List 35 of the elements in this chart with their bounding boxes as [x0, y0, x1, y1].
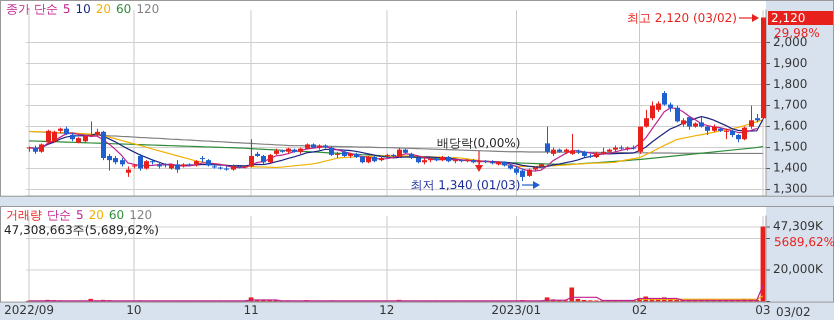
- legend-label: 120: [129, 208, 152, 222]
- x-tick-label: 03: [755, 302, 771, 317]
- y-tick-label: 1,700: [773, 98, 808, 112]
- text: 5: [76, 208, 84, 222]
- x-tick-label: 2023/01: [491, 302, 542, 317]
- text: 5: [62, 2, 70, 16]
- y-tick-label: 1,600: [773, 118, 808, 133]
- y-tick-label: 1,300: [773, 182, 808, 196]
- text: 2,120: [768, 10, 833, 25]
- y-tick-label: 20,000K: [773, 262, 824, 276]
- legend-title: 종가 단순: [6, 2, 58, 16]
- text: 거래량: [6, 208, 42, 222]
- text: 20: [88, 208, 104, 222]
- legend-title: 단순: [47, 208, 71, 222]
- annotation: 배당락(0,00%): [437, 136, 520, 150]
- x-tick-label: 12: [379, 302, 394, 317]
- y-tick-label: 1,900: [773, 56, 808, 70]
- x-tick-label: 11: [243, 302, 259, 317]
- y-tick-label: 1,400: [773, 160, 808, 175]
- y-tick-label: 1,500: [773, 140, 808, 154]
- text: 120: [136, 2, 160, 16]
- x-tick-label: 2022/09: [4, 302, 54, 317]
- annotation: 최저 1,340 (01/03): [410, 178, 520, 192]
- y-tick-label: 47,309K: [773, 218, 824, 233]
- text: 5689,62%: [774, 234, 834, 249]
- text: 60: [116, 2, 132, 16]
- y-tick-label: 1,800: [773, 76, 808, 91]
- x-tick-label: 10: [126, 302, 142, 317]
- legend-label: 60: [108, 208, 124, 222]
- annotation: 47,308,663주(5,689,62%): [4, 223, 159, 237]
- x-tick-label: 02: [632, 302, 648, 317]
- text: 03/02: [776, 304, 811, 319]
- text: 20: [96, 2, 112, 16]
- text: 10: [75, 2, 91, 16]
- annotation: 최고 2,120 (03/02): [626, 10, 737, 25]
